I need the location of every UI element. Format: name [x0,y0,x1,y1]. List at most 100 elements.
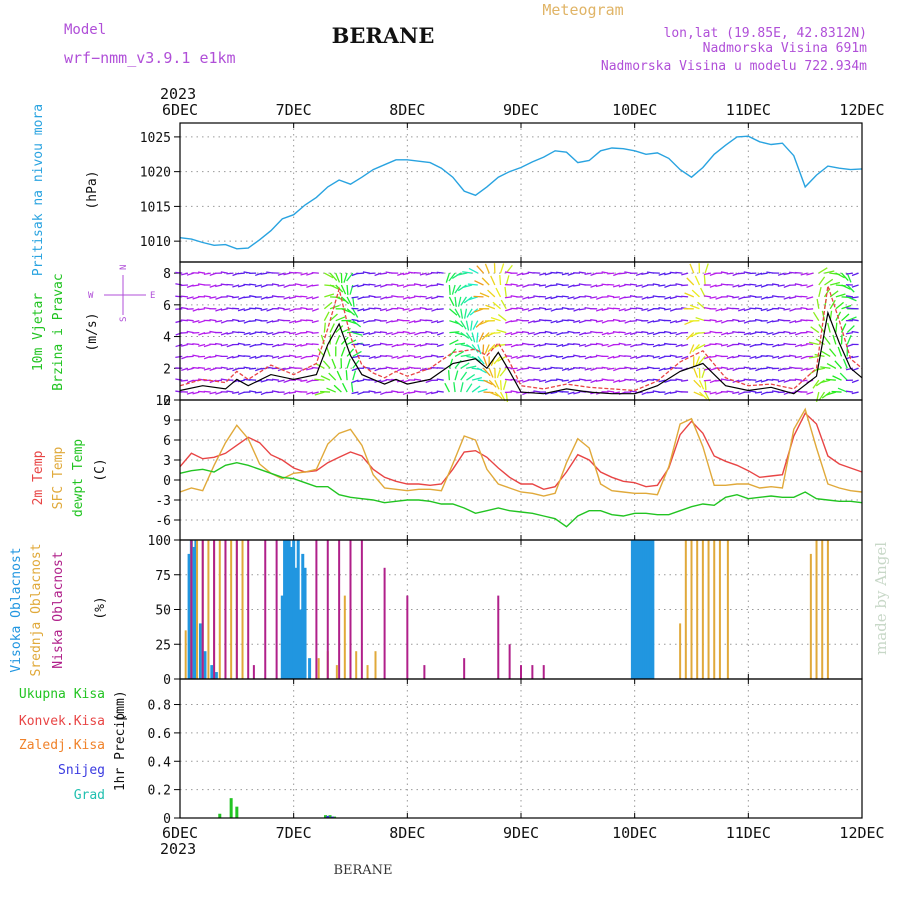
legend-frz-precip: Zaledj.Kisa [19,738,105,753]
wind-barb [690,344,694,353]
wind-barb [204,391,211,392]
wind-barb [704,380,711,381]
low_cloud-bar [338,540,340,679]
wind-barb [473,321,478,330]
wind-barb [695,276,699,285]
wind-barb [681,296,688,297]
wind-barb [835,361,842,368]
wind-barb [472,333,475,343]
wind-barb [431,333,438,334]
wind-barb [357,273,364,274]
wind-barb [485,344,489,353]
legend-total-precip: Ukupna Kisa [19,687,105,702]
wind-barb [619,273,626,274]
wind-barb [842,334,843,344]
wind-barb [255,392,262,393]
wind-barb [806,392,813,394]
wind-barb [488,290,495,297]
low_cloud-bar [543,665,545,679]
wind-barb [330,324,334,333]
wind-barb [437,368,444,369]
low_cloud-bar [236,540,238,679]
wind-barb [324,323,325,333]
wind-barb [449,332,459,333]
wind-barb [516,344,523,345]
mid_cloud-bar [355,651,357,679]
wind-barb [471,321,472,331]
wind-barb [312,333,319,334]
wind-barb [352,392,359,393]
wind-barb [607,284,614,285]
wind-barb [330,297,340,298]
pressure-unit: (hPa) [85,170,100,209]
y-tick-label: 1015 [140,200,171,215]
wind-barb [344,273,347,283]
mid_cloud-bar [727,540,729,679]
wind-barb [501,380,502,390]
wind-barb [710,356,717,357]
low_cloud-bar [202,540,204,679]
x-tick-label-bottom: 12DEC [839,824,884,842]
mid_cloud-bar [827,540,829,679]
wind-barb [539,285,546,286]
wind-barb [327,347,330,356]
wind-barb [462,272,472,273]
x-tick-label-bottom: 8DEC [389,824,425,842]
mid_cloud-bar [713,540,715,679]
wind-barb [255,308,262,309]
wind-barb [459,297,461,307]
mid_cloud-bar [696,540,698,679]
wind-barb [369,284,376,285]
low_cloud-bar [247,540,249,679]
wind-barb [425,320,432,321]
mid_cloud-bar [691,540,693,679]
wind-barb [454,382,455,392]
wind-barb [766,356,773,357]
wind-barb [613,308,620,309]
low_cloud-bar [350,540,352,679]
wind-barb [832,392,842,393]
wind-barb [272,379,279,380]
wind-barb [761,368,768,369]
wind-barb [468,284,478,285]
mid_cloud-bar [242,540,244,679]
wind-barb [579,368,586,369]
wind-barb [255,344,262,345]
temp-unit: (C) [93,458,108,481]
mid_cloud-bar [685,540,687,679]
wind-barb [312,285,319,286]
wind-barb [824,336,830,344]
wind-barb [687,278,694,285]
wind-barb [306,309,313,310]
mid_cloud-bar [219,540,221,679]
wind-barb [829,349,835,357]
wind-barb [312,309,319,311]
wind-barb [826,379,836,380]
y-tick-label: 0.2 [148,784,171,799]
x-tick-label-top: 9DEC [503,101,539,119]
wind-ylabel: 10m Vjetar [31,293,46,371]
wind-barb [567,356,574,357]
wind-barb [461,382,463,392]
wind-barb [414,273,421,274]
wind-barb [749,321,756,322]
wind-barb [374,308,381,309]
wind-barb [312,367,319,368]
wind-barb [624,356,631,357]
wind-barb [506,275,509,285]
wind-barb [175,272,182,273]
wind-barb [607,273,614,274]
wind-barb [852,285,859,287]
wind-barb [847,335,851,344]
precip-ylabel: 1hr Precip [113,713,128,791]
wind-barb [353,297,354,307]
wind-barb [455,343,465,344]
wind-barb [489,368,493,377]
wind-barb [449,370,450,380]
wind-barb [324,312,329,321]
wind-barb [374,344,381,345]
mid_cloud-bar [336,665,338,679]
low_cloud-bar [384,568,386,679]
wind-barb [504,380,507,390]
